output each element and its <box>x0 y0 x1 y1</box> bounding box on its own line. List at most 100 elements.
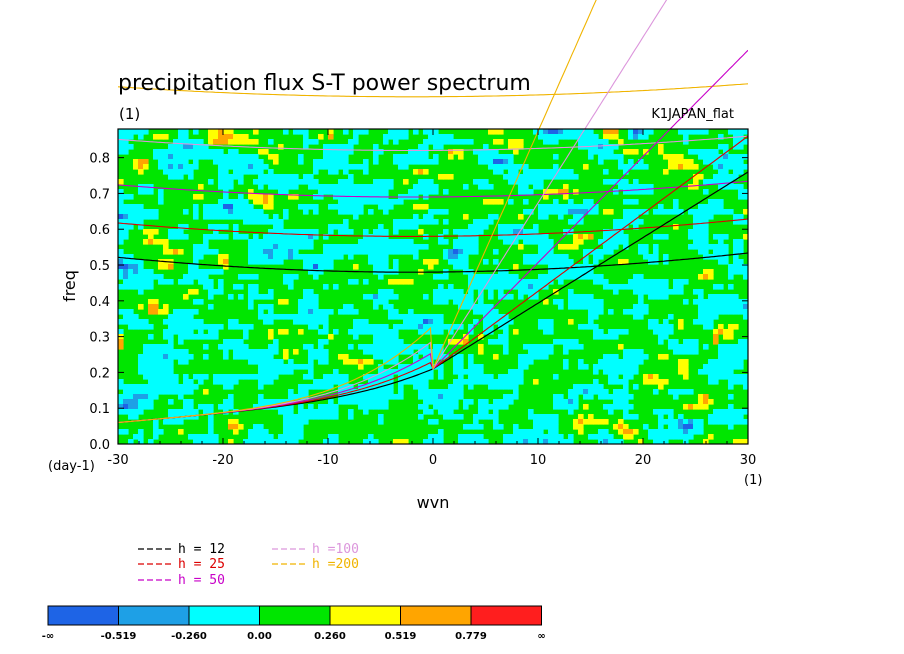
field-cell <box>398 159 404 165</box>
field-cell <box>508 384 514 390</box>
field-cell <box>458 364 464 370</box>
field-cell <box>378 274 384 280</box>
field-cell <box>338 399 344 405</box>
field-cell <box>553 404 559 410</box>
field-cell <box>278 249 284 255</box>
field-cell <box>523 164 529 170</box>
field-cell <box>328 404 334 410</box>
field-cell <box>128 269 134 275</box>
field-cell <box>613 224 619 230</box>
field-cell <box>128 404 134 410</box>
field-cell <box>478 289 484 295</box>
field-cell <box>348 309 354 315</box>
field-cell <box>693 234 699 240</box>
field-cell <box>563 194 569 200</box>
field-cell <box>198 334 204 340</box>
field-cell <box>743 379 748 385</box>
field-cell <box>308 314 314 320</box>
field-cell <box>738 419 744 425</box>
field-cell <box>573 339 579 345</box>
field-cell <box>308 324 314 330</box>
field-cell <box>613 334 619 340</box>
field-cell <box>178 164 184 170</box>
field-cell <box>158 239 164 245</box>
field-cell <box>138 189 144 195</box>
dispersion-curve-h50 <box>118 180 748 198</box>
field-cell <box>183 309 189 315</box>
field-cell <box>458 354 464 360</box>
field-cell <box>733 414 739 420</box>
field-cell <box>488 129 494 135</box>
field-cell <box>308 259 314 265</box>
field-cell <box>443 229 449 235</box>
field-cell <box>633 304 639 310</box>
field-cell <box>418 169 424 175</box>
field-cell <box>123 404 129 410</box>
field-cell <box>148 274 154 280</box>
field-cell <box>413 189 419 195</box>
field-cell <box>438 284 444 290</box>
field-cell <box>318 319 324 325</box>
field-cell <box>333 369 339 375</box>
field-cell <box>728 364 734 370</box>
field-cell <box>353 199 359 205</box>
field-cell <box>158 429 164 435</box>
field-cell <box>333 404 339 410</box>
field-cell <box>198 249 204 255</box>
field-cell <box>523 344 529 350</box>
field-cell <box>308 254 314 260</box>
field-cell <box>463 259 469 265</box>
field-cell <box>133 319 139 325</box>
field-cell <box>693 289 699 295</box>
field-cell <box>603 334 609 340</box>
field-cell <box>123 234 129 240</box>
field-cell <box>253 284 259 290</box>
field-cell <box>223 344 229 350</box>
field-cell <box>698 319 704 325</box>
field-cell <box>118 274 124 280</box>
field-cell <box>328 169 334 175</box>
field-cell <box>453 394 459 400</box>
field-cell <box>698 309 704 315</box>
field-cell <box>563 349 569 355</box>
field-cell <box>328 164 334 170</box>
field-cell <box>178 339 184 345</box>
field-cell <box>233 424 239 430</box>
field-cell <box>173 164 179 170</box>
field-cell <box>258 259 264 265</box>
field-cell <box>503 379 509 385</box>
field-cell <box>268 249 274 255</box>
field-cell <box>598 249 604 255</box>
field-cell <box>273 224 279 230</box>
field-cell <box>543 329 549 335</box>
field-cell <box>418 244 424 250</box>
field-cell <box>538 434 544 440</box>
field-cell <box>153 394 159 400</box>
field-cell <box>153 364 159 370</box>
field-cell <box>488 219 494 225</box>
field-cell <box>518 354 524 360</box>
field-cell <box>423 169 429 175</box>
field-cell <box>448 409 454 415</box>
field-cell <box>478 379 484 385</box>
field-cell <box>283 129 289 135</box>
field-cell <box>623 404 629 410</box>
field-cell <box>418 394 424 400</box>
field-cell <box>138 284 144 290</box>
field-cell <box>553 189 559 195</box>
field-cell <box>228 159 234 165</box>
field-cell <box>393 244 399 250</box>
field-cell <box>373 399 379 405</box>
field-cell <box>533 129 539 135</box>
field-cell <box>503 159 509 165</box>
field-cell <box>308 184 314 190</box>
field-cell <box>483 439 489 444</box>
field-cell <box>128 414 134 420</box>
field-cell <box>488 164 494 170</box>
field-cell <box>673 419 679 425</box>
field-cell <box>383 344 389 350</box>
field-cell <box>388 129 394 135</box>
field-cell <box>393 239 399 245</box>
field-cell <box>268 314 274 320</box>
field-cell <box>663 434 669 440</box>
